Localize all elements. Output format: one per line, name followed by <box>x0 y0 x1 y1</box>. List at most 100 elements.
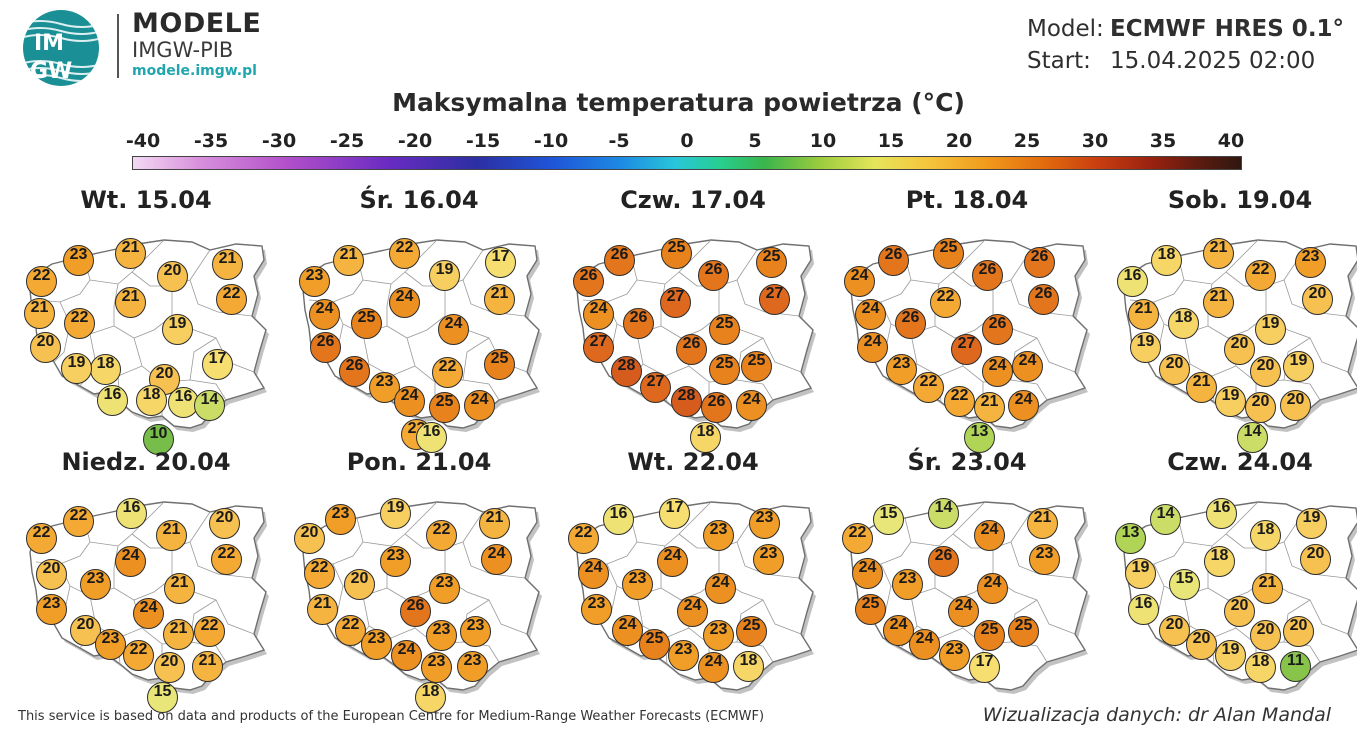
temperature-marker: 19 <box>380 498 411 529</box>
brand-link[interactable]: modele.imgw.pl <box>132 63 257 79</box>
temperature-marker: 22 <box>568 523 599 554</box>
temperature-marker: 22 <box>216 284 247 315</box>
temperature-marker: 23 <box>753 544 784 575</box>
temperature-marker: 15 <box>1169 569 1200 600</box>
temperature-marker: 20 <box>1283 616 1314 647</box>
panel-date-title: Śr. 16.04 <box>359 186 479 214</box>
temperature-marker: 22 <box>26 266 57 297</box>
region-boundary <box>736 279 800 317</box>
scale-tick: -35 <box>193 130 229 152</box>
footer-attribution: This service is based on data and produc… <box>18 709 765 724</box>
temperature-marker: 24 <box>883 615 914 646</box>
temperature-marker: 24 <box>736 390 767 421</box>
temperature-marker: 24 <box>844 266 875 297</box>
temperature-marker: 24 <box>974 520 1005 551</box>
temperature-marker: 19 <box>1283 351 1314 382</box>
forecast-panel: Pt. 18.04 26 25 24 26 26 26 24 26 22 26 24 27 23 24 24 2… <box>833 186 1101 453</box>
temperature-marker: 26 <box>895 308 926 339</box>
temperature-marker: 20 <box>1224 334 1255 365</box>
temperature-marker: 19 <box>1255 314 1286 345</box>
region-boundary <box>462 541 526 579</box>
region-boundary <box>117 365 143 377</box>
forecast-panel: Sob. 19.04 18 21 16 22 23 20 21 18 21 19 19 20 20 20 19… <box>1106 186 1357 453</box>
temperature-marker: 26 <box>1028 284 1059 315</box>
temperature-marker: 23 <box>95 629 126 660</box>
temperature-marker: 18 <box>1151 245 1182 276</box>
logo-text-top: IM <box>34 31 64 56</box>
temperature-marker: 21 <box>24 298 55 329</box>
temperature-marker: 20 <box>209 508 240 539</box>
region-boundary <box>462 279 526 317</box>
temperature-marker: 20 <box>1302 284 1333 315</box>
temperature-marker: 27 <box>583 332 614 363</box>
scale-tick: -25 <box>329 130 365 152</box>
forecast-panel: Czw. 24.04 14 16 13 18 19 20 19 15 18 21 16 20 20 20 20… <box>1106 448 1357 704</box>
temperature-marker: 14 <box>928 498 959 529</box>
temperature-marker: 20 <box>1159 354 1190 385</box>
temperature-marker: 16 <box>116 498 147 529</box>
temperature-marker: 15 <box>873 504 904 535</box>
temperature-marker: 20 <box>1224 596 1255 627</box>
temperature-marker: 23 <box>63 245 94 276</box>
temperature-marker: 21 <box>1252 573 1283 604</box>
temperature-marker: 20 <box>36 559 67 590</box>
start-label: Start: <box>1027 48 1091 74</box>
temperature-marker: 24 <box>1008 390 1039 421</box>
temperature-marker: 24 <box>1012 351 1043 382</box>
brand-title: MODELE <box>132 8 262 39</box>
imgw-logo: IM GW <box>23 10 99 86</box>
region-boundary <box>1283 541 1347 579</box>
scale-tick: 30 <box>1081 130 1109 152</box>
scale-tick: 15 <box>877 130 905 152</box>
temperature-marker: 26 <box>701 392 732 423</box>
poland-map <box>29 239 269 432</box>
temperature-marker: 26 <box>573 266 604 297</box>
temperature-marker: 22 <box>194 616 225 647</box>
temperature-marker: 21 <box>1203 238 1234 269</box>
temperature-marker: 24 <box>705 573 736 604</box>
temperature-marker: 23 <box>703 620 734 651</box>
temperature-marker: 25 <box>974 620 1005 651</box>
temperature-marker: 25 <box>1008 616 1039 647</box>
temperature-marker: 16 <box>1206 498 1237 529</box>
temperature-marker: 21 <box>156 520 187 551</box>
temperature-marker: 23 <box>426 620 457 651</box>
temperature-marker: 18 <box>1168 308 1199 339</box>
region-boundary <box>1283 279 1347 317</box>
temperature-marker: 24 <box>852 558 883 589</box>
temperature-marker: 24 <box>391 640 422 671</box>
temperature-marker: 21 <box>115 287 146 318</box>
temperature-marker: 24 <box>115 546 146 577</box>
temperature-marker: 25 <box>484 349 515 380</box>
temperature-marker: 23 <box>892 569 923 600</box>
panel-date-title: Wt. 22.04 <box>627 448 759 476</box>
temperature-marker: 20 <box>1280 390 1311 421</box>
temperature-marker: 24 <box>309 299 340 330</box>
temperature-marker: 26 <box>972 260 1003 291</box>
temperature-marker: 25 <box>709 354 740 385</box>
color-scale-ticks: -40 -35 -30 -25 -20 -15 -10 -5 0 5 10 15 20 25 30 35 40 <box>0 130 1357 154</box>
temperature-marker: 23 <box>299 266 330 297</box>
temperature-marker: 18 <box>690 422 721 453</box>
panel-date-title: Wt. 15.04 <box>80 186 212 214</box>
region-boundary <box>1211 627 1237 639</box>
temperature-marker: 23 <box>325 504 356 535</box>
temperature-marker: 26 <box>400 596 431 627</box>
temperature-marker: 15 <box>147 682 178 713</box>
temperature-marker: 24 <box>394 386 425 417</box>
temperature-marker: 21 <box>212 249 243 280</box>
scale-tick: 35 <box>1149 130 1177 152</box>
temperature-marker: 16 <box>168 387 199 418</box>
temperature-marker: 25 <box>429 392 460 423</box>
brand-divider <box>117 14 119 78</box>
temperature-marker: 20 <box>1245 392 1276 423</box>
region-boundary <box>736 541 800 579</box>
temperature-marker: 21 <box>333 245 364 276</box>
footer-author: Wizualizacja danych: dr Alan Mandal <box>982 704 1331 726</box>
temperature-marker: 24 <box>948 596 979 627</box>
forecast-panel: Niedz. 20.04 22 16 22 21 20 22 20 23 24 21 23 24 20 21… <box>12 448 280 713</box>
temperature-marker: 22 <box>426 520 457 551</box>
scale-tick: -20 <box>397 130 433 152</box>
temperature-marker: 20 <box>1186 629 1217 660</box>
temperature-marker: 23 <box>668 640 699 671</box>
